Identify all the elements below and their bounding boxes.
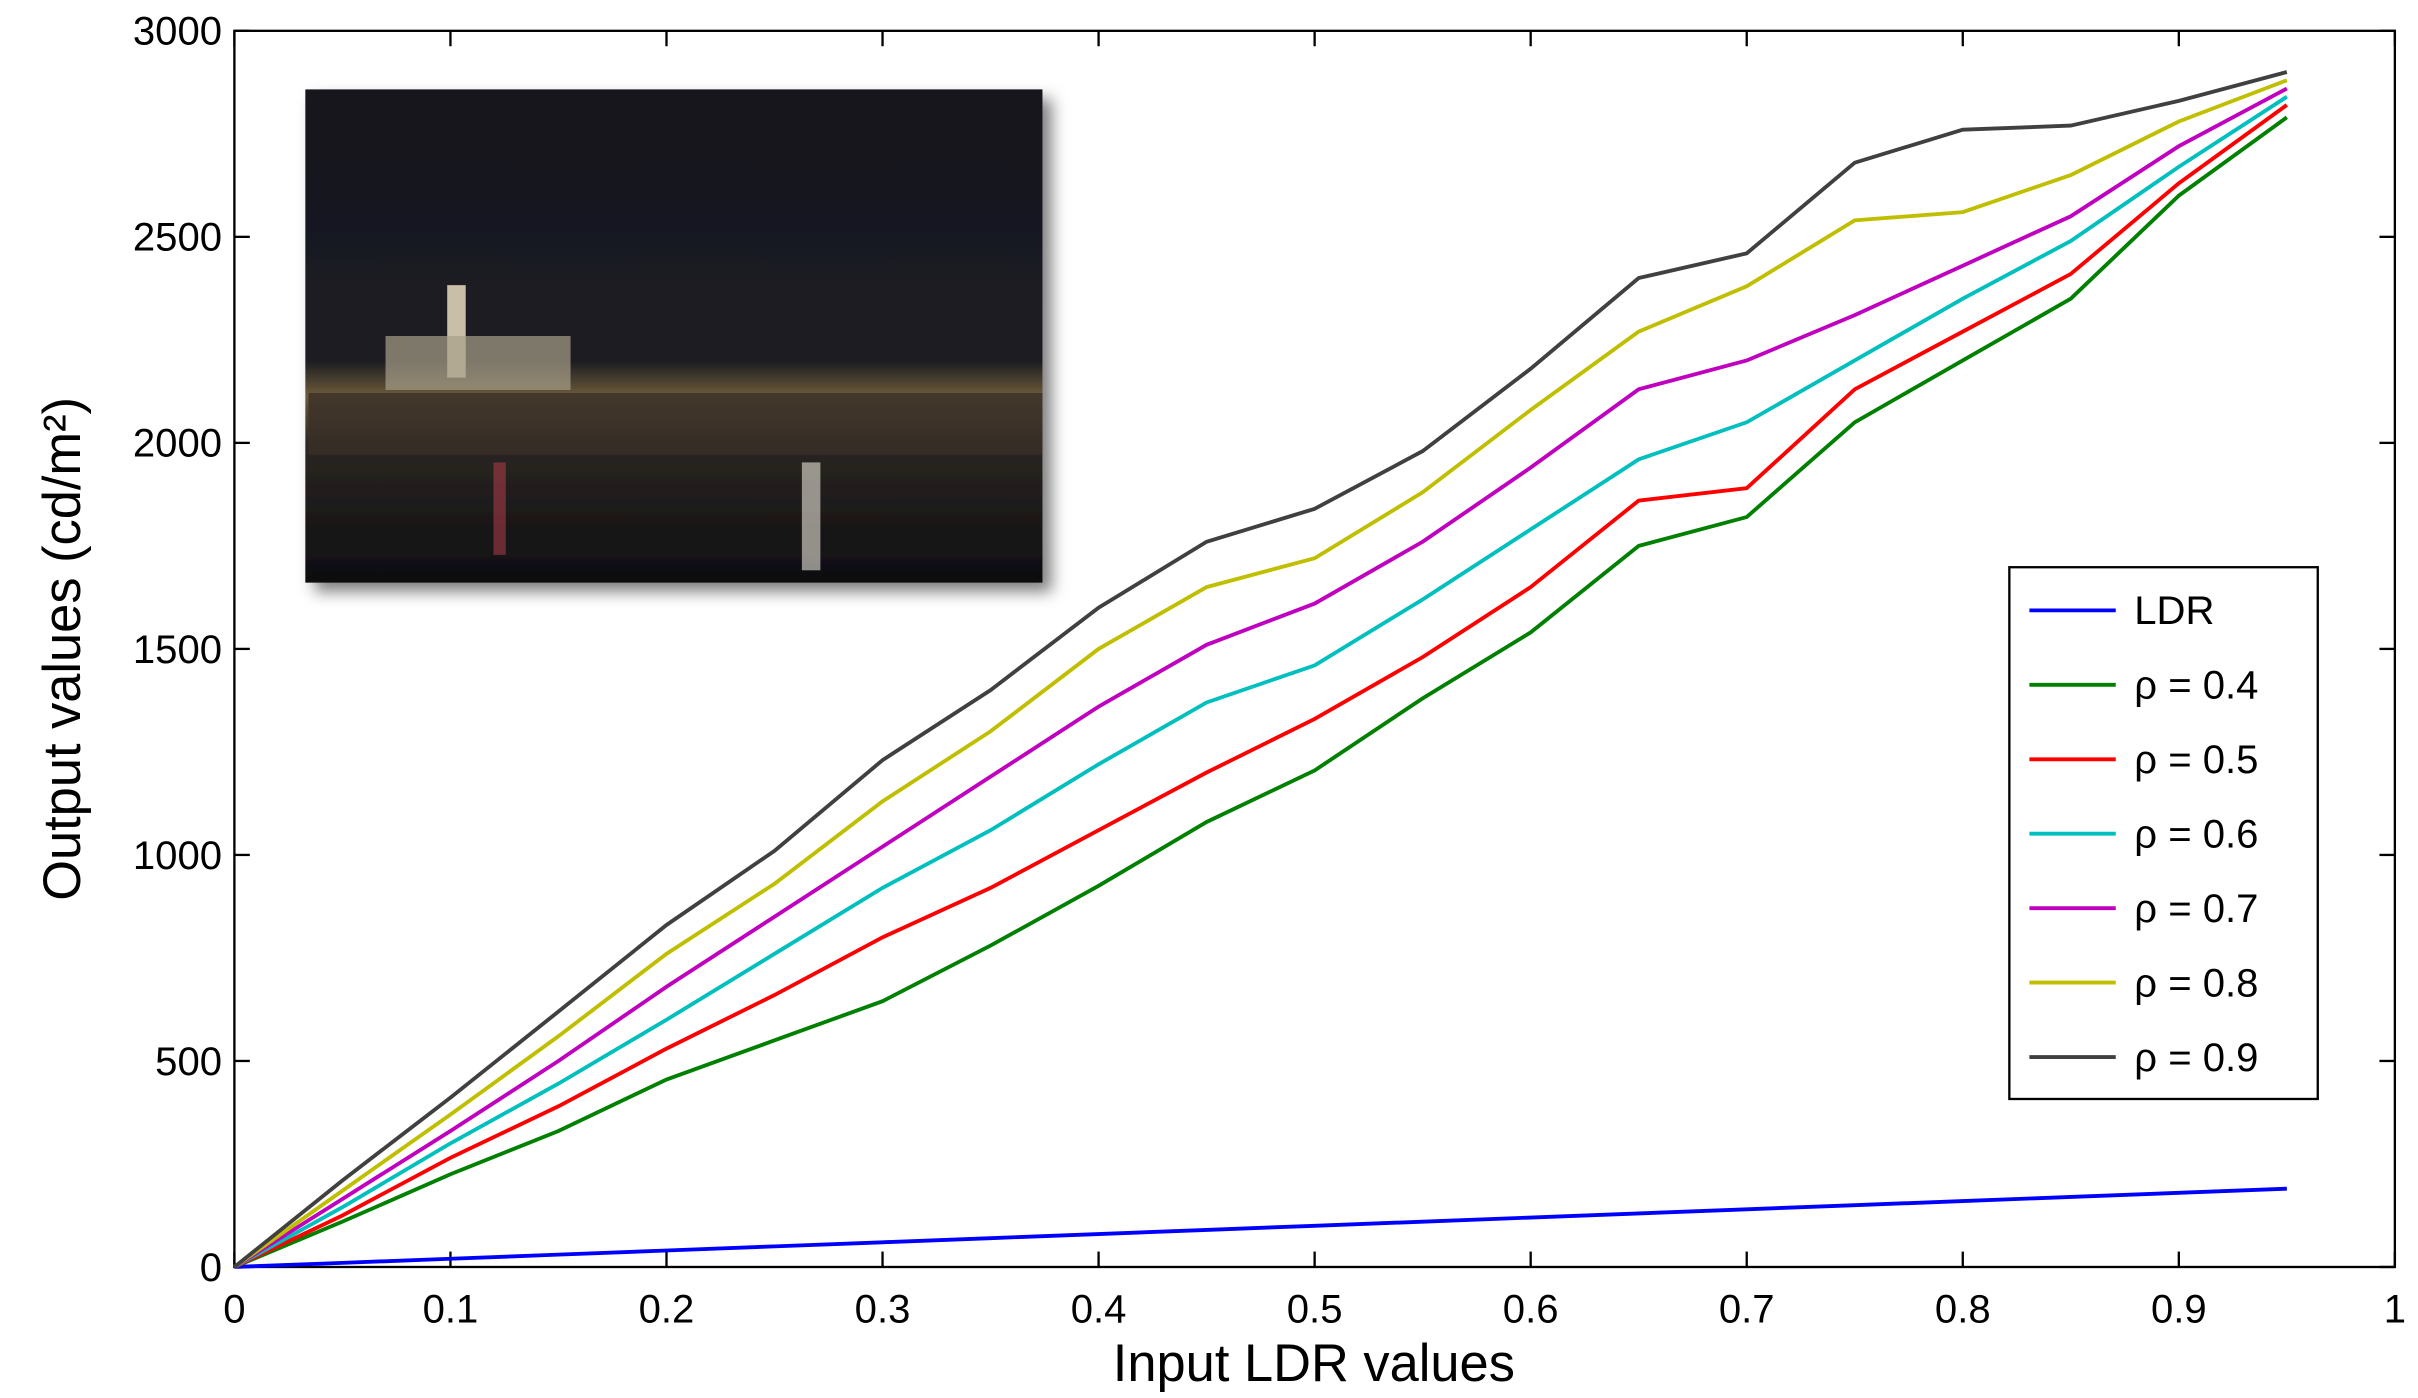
y-tick-label: 0 xyxy=(200,1246,222,1290)
y-tick-label: 500 xyxy=(155,1040,222,1084)
x-axis-label: Input LDR values xyxy=(1113,1335,1515,1393)
inset-photo xyxy=(305,89,1043,583)
x-tick-label: 0.2 xyxy=(639,1287,695,1331)
legend-label: ρ = 0.4 xyxy=(2134,664,2258,708)
series-line xyxy=(234,1186,2287,1269)
legend-label: ρ = 0.5 xyxy=(2134,738,2258,782)
y-axis-label: Output values (cd/m²) xyxy=(34,397,92,901)
legend-label: ρ = 0.8 xyxy=(2134,961,2258,1005)
legend-label: ρ = 0.6 xyxy=(2134,813,2258,857)
series-line xyxy=(233,115,2288,1269)
x-tick-label: 0.4 xyxy=(1071,1287,1127,1331)
x-tick-label: 0 xyxy=(223,1287,245,1331)
legend-label: ρ = 0.9 xyxy=(2134,1036,2258,1080)
series-line xyxy=(233,70,2288,1269)
y-tick-label: 3000 xyxy=(133,10,222,54)
x-tick-label: 0.6 xyxy=(1503,1287,1559,1331)
y-tick-label: 2500 xyxy=(133,216,222,260)
y-tick-label: 2000 xyxy=(133,422,222,466)
legend-label: LDR xyxy=(2134,589,2214,633)
series-line xyxy=(233,78,2288,1269)
y-tick-label: 1000 xyxy=(133,834,222,878)
series-line xyxy=(233,95,2288,1269)
x-tick-label: 0.9 xyxy=(2151,1287,2207,1331)
series-line xyxy=(233,103,2288,1269)
y-tick-label: 1500 xyxy=(133,628,222,672)
x-tick-label: 0.5 xyxy=(1287,1287,1343,1331)
x-tick-label: 0.3 xyxy=(855,1287,911,1331)
x-tick-label: 0.8 xyxy=(1935,1287,1991,1331)
series-line xyxy=(233,86,2288,1269)
x-tick-label: 0.1 xyxy=(423,1287,479,1331)
x-tick-label: 0.7 xyxy=(1719,1287,1775,1331)
x-tick-label: 1 xyxy=(2384,1287,2406,1331)
legend-label: ρ = 0.7 xyxy=(2134,887,2258,931)
